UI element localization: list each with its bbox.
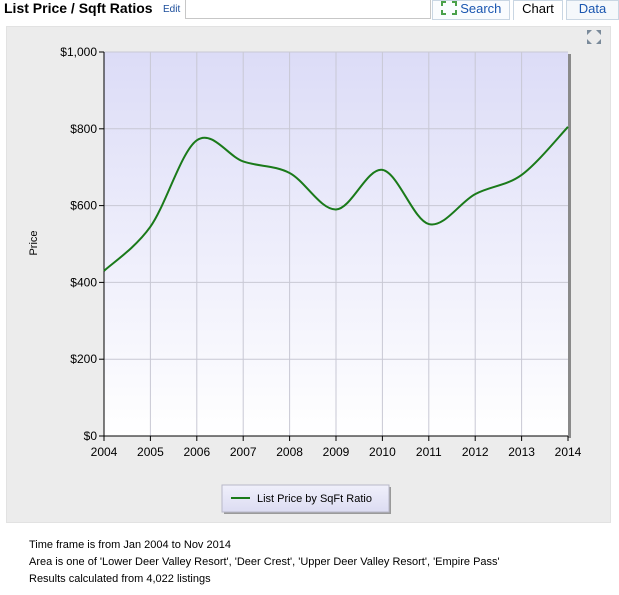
- series-line-0: [103, 126, 569, 272]
- x-tick-label: 2006: [183, 445, 210, 459]
- title-input-box[interactable]: [185, 0, 431, 19]
- y-tick-label: $1,000: [60, 45, 97, 59]
- top-bar: List Price / Sqft Ratios Edit Search Cha…: [0, 0, 619, 22]
- tab-search-label: Search: [460, 1, 502, 16]
- x-tick-label: 2008: [276, 445, 303, 459]
- x-tick-label: 2012: [462, 445, 489, 459]
- y-tick-label: $600: [70, 199, 97, 213]
- x-tick-label: 2009: [323, 445, 350, 459]
- chart-footer: Time frame is from Jan 2004 to Nov 2014 …: [29, 537, 500, 588]
- tab-data-label: Data: [578, 1, 607, 16]
- tab-chart-label: Chart: [522, 1, 554, 16]
- x-tick-label: 2010: [369, 445, 396, 459]
- x-tick-label: 2011: [416, 445, 442, 459]
- y-axis-title: Price: [28, 230, 40, 255]
- page-title: List Price / Sqft Ratios: [4, 0, 153, 16]
- y-tick-label: $0: [84, 429, 98, 443]
- x-tick-label: 2014: [555, 445, 582, 459]
- edit-link[interactable]: Edit: [163, 4, 181, 15]
- tab-data[interactable]: Data: [566, 0, 619, 20]
- x-tick-label: 2005: [137, 445, 164, 459]
- tab-search[interactable]: Search: [432, 0, 510, 20]
- x-tick-label: 2007: [230, 445, 257, 459]
- footer-timeframe: Time frame is from Jan 2004 to Nov 2014: [29, 539, 231, 551]
- legend-label: List Price by SqFt Ratio: [257, 493, 372, 505]
- expand-icon[interactable]: [586, 29, 602, 45]
- y-tick-label: $200: [70, 352, 97, 366]
- x-tick-label: 2013: [508, 445, 535, 459]
- plot-shadow: [568, 54, 571, 438]
- y-tick-label: $800: [70, 122, 97, 136]
- x-tick-label: 2004: [91, 445, 118, 459]
- footer-area: Area is one of 'Lower Deer Valley Resort…: [29, 556, 500, 568]
- y-tick-label: $400: [70, 275, 97, 289]
- footer-results: Results calculated from 4,022 listings: [29, 573, 211, 585]
- tab-chart[interactable]: Chart: [513, 0, 563, 20]
- search-icon: [440, 1, 457, 15]
